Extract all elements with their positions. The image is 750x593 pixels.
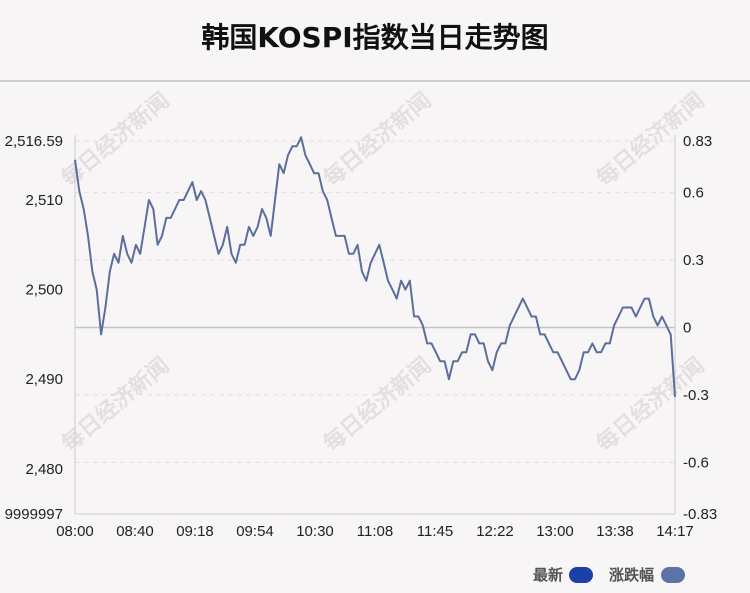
x-tick-label: 10:30 (296, 523, 334, 540)
y-left-tick-label: 2,480 (25, 461, 63, 478)
y-right-tick-label: 0.83 (683, 133, 712, 150)
y-left-tick-label: 9999997 (5, 506, 63, 523)
y-left-tick-label: 2,510 (25, 192, 63, 209)
axes (74, 135, 676, 515)
watermark-text: 每日经济新闻 (319, 352, 437, 457)
legend-change-label: 涨跌幅 (609, 566, 655, 584)
x-tick-label: 14:17 (656, 523, 694, 540)
y-right-tick-label: 0.6 (683, 185, 704, 202)
x-tick-label: 13:38 (596, 523, 634, 540)
y-right-tick-label: 0 (683, 320, 691, 337)
y-right-tick-label: -0.6 (683, 454, 709, 471)
y-right-tick-label: 0.3 (683, 252, 704, 269)
series-group (74, 136, 676, 398)
x-tick-label: 13:00 (536, 523, 574, 540)
x-tick-label: 11:08 (357, 523, 393, 540)
y-axis-left-ticks: 2,516.59 2,510 2,500 2,490 2,480 9999997 (5, 133, 63, 523)
y-right-tick-label: -0.83 (683, 506, 717, 523)
y-left-tick-label: 2,516.59 (5, 133, 63, 150)
x-tick-label: 08:40 (116, 523, 154, 540)
x-axis-ticks: 08:00 08:40 09:18 09:54 10:30 11:08 11:45 12:22… (56, 523, 694, 540)
title-divider (0, 80, 750, 82)
x-tick-label: 09:54 (236, 523, 274, 540)
y-axis-right-ticks: 0.83 0.6 0.3 0 -0.3 -0.6 -0.83 (683, 133, 717, 523)
x-tick-label: 11:45 (417, 523, 453, 540)
kospi-series-line (74, 136, 676, 398)
legend-latest-swatch (569, 567, 593, 583)
chart-title: 韩国KOSPI指数当日走势图 (201, 21, 549, 54)
legend-change-swatch (661, 567, 685, 583)
y-left-tick-label: 2,490 (25, 371, 63, 388)
x-tick-label: 12:22 (476, 523, 514, 540)
legend-latest-label: 最新 (533, 566, 564, 584)
y-left-tick-label: 2,500 (25, 282, 63, 299)
watermark-text: 每日经济新闻 (57, 87, 175, 192)
x-tick-label: 09:18 (176, 523, 214, 540)
y-right-tick-label: -0.3 (683, 387, 709, 404)
x-tick-label: 08:00 (56, 523, 94, 540)
watermark-text: 每日经济新闻 (319, 87, 437, 192)
watermark-text: 每日经济新闻 (57, 352, 175, 457)
watermark-text: 每日经济新闻 (592, 352, 710, 457)
